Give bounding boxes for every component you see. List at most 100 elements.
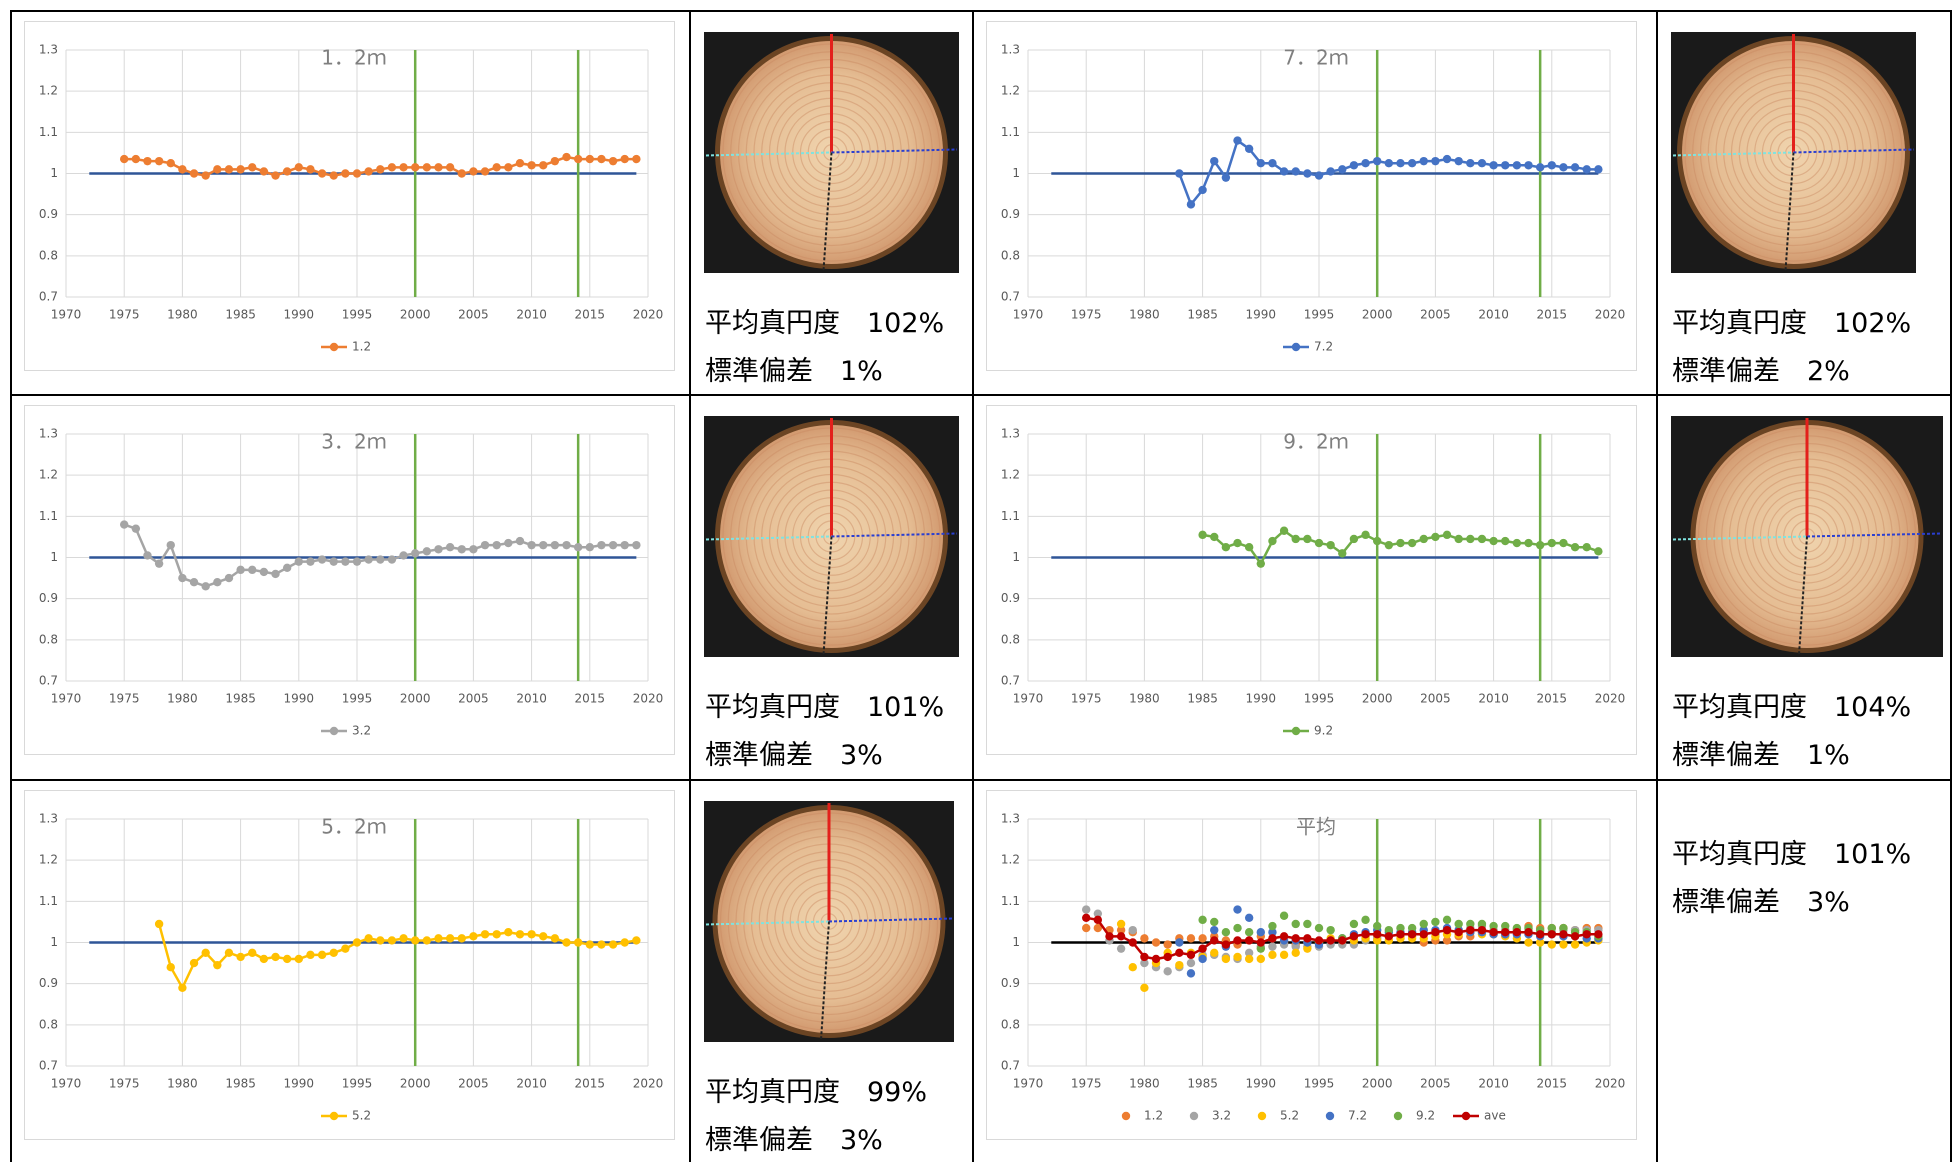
y-tick-label: 0.9 xyxy=(1001,591,1020,605)
data-point xyxy=(574,155,582,163)
y-tick-label: 1 xyxy=(1012,550,1020,564)
x-tick-label: 2005 xyxy=(458,1077,489,1091)
data-point xyxy=(539,161,547,169)
data-point xyxy=(388,555,396,563)
data-point xyxy=(562,541,570,549)
data-point xyxy=(632,936,640,944)
data-point xyxy=(423,936,431,944)
y-tick-label: 1.1 xyxy=(39,894,58,908)
y-tick-label: 1.3 xyxy=(1001,812,1020,826)
data-point xyxy=(504,539,512,547)
data-point xyxy=(1129,926,1137,934)
data-point xyxy=(411,549,419,557)
data-point xyxy=(1233,905,1241,913)
data-point xyxy=(434,163,442,171)
data-point xyxy=(318,555,326,563)
table-cell: 平均真円度 101% 標準偏差 3% xyxy=(1656,779,1951,1162)
y-tick-label: 1.3 xyxy=(1001,427,1020,441)
data-point xyxy=(1187,969,1195,977)
data-point xyxy=(527,541,535,549)
y-tick-label: 0.7 xyxy=(39,674,58,688)
data-point xyxy=(1466,159,1474,167)
data-point xyxy=(1198,955,1206,963)
y-tick-label: 1.3 xyxy=(39,427,58,441)
data-point xyxy=(271,171,279,179)
x-tick-label: 2010 xyxy=(1478,692,1509,706)
data-point xyxy=(1210,157,1218,165)
y-tick-label: 0.8 xyxy=(1001,248,1020,262)
data-point xyxy=(1571,543,1579,551)
data-point xyxy=(1268,922,1276,930)
x-tick-label: 1980 xyxy=(1129,692,1160,706)
data-point xyxy=(1292,920,1300,928)
data-point xyxy=(143,157,151,165)
x-tick-label: 2000 xyxy=(400,692,431,706)
data-point xyxy=(481,930,489,938)
data-point xyxy=(1513,161,1521,169)
data-point xyxy=(1594,165,1602,173)
data-point xyxy=(318,951,326,959)
x-tick-label: 1970 xyxy=(51,1077,82,1091)
x-tick-label: 2010 xyxy=(1478,1077,1509,1091)
x-tick-label: 2010 xyxy=(516,308,547,322)
y-tick-label: 0.9 xyxy=(1001,207,1020,221)
legend-marker xyxy=(1190,1112,1198,1120)
data-point xyxy=(504,163,512,171)
data-point xyxy=(341,557,349,565)
data-point xyxy=(376,936,384,944)
x-tick-label: 2000 xyxy=(1362,692,1393,706)
data-point xyxy=(225,949,233,957)
data-point xyxy=(632,541,640,549)
table-cell: 平均真円度 104% 標準偏差 1% xyxy=(1656,394,1951,779)
data-point xyxy=(1466,535,1474,543)
data-point xyxy=(1431,533,1439,541)
data-point xyxy=(1326,926,1334,934)
roundness-text: 平均真円度 99% xyxy=(705,1079,927,1106)
x-tick-label: 1970 xyxy=(1013,308,1044,322)
x-tick-label: 1970 xyxy=(1013,692,1044,706)
data-point xyxy=(1454,928,1462,936)
data-point xyxy=(1292,535,1300,543)
x-tick-label: 1995 xyxy=(342,308,373,322)
data-point xyxy=(1536,163,1544,171)
x-tick-label: 1975 xyxy=(109,308,140,322)
data-point xyxy=(388,936,396,944)
x-tick-label: 1990 xyxy=(1246,1077,1277,1091)
data-point xyxy=(586,940,594,948)
y-tick-label: 1.1 xyxy=(1001,894,1020,908)
data-point xyxy=(1373,922,1381,930)
data-point xyxy=(621,541,629,549)
x-tick-label: 1970 xyxy=(1013,1077,1044,1091)
data-point xyxy=(1152,938,1160,946)
data-point xyxy=(213,578,221,586)
data-point xyxy=(1163,967,1171,975)
x-tick-label: 2005 xyxy=(1420,1077,1451,1091)
data-point xyxy=(539,932,547,940)
data-point xyxy=(1326,541,1334,549)
chart: 1970197519801985199019952000200520102015… xyxy=(986,790,1637,1140)
data-point xyxy=(1420,535,1428,543)
data-point xyxy=(1454,920,1462,928)
data-point xyxy=(295,955,303,963)
x-tick-label: 1975 xyxy=(1071,1077,1102,1091)
y-tick-label: 0.9 xyxy=(39,976,58,990)
data-point xyxy=(446,543,454,551)
chart-title: 5．2ｍ xyxy=(321,815,386,839)
data-point xyxy=(632,155,640,163)
data-point xyxy=(1443,531,1451,539)
data-point xyxy=(167,963,175,971)
roundness-text: 平均真円度 101% xyxy=(705,694,944,721)
data-point xyxy=(364,167,372,175)
data-point xyxy=(190,169,198,177)
data-point xyxy=(481,167,489,175)
data-point xyxy=(1350,920,1358,928)
data-point xyxy=(1245,955,1253,963)
data-point xyxy=(1431,157,1439,165)
data-point xyxy=(1175,169,1183,177)
data-point xyxy=(1198,531,1206,539)
data-point xyxy=(353,557,361,565)
data-point xyxy=(1454,535,1462,543)
data-point xyxy=(1559,930,1567,938)
legend-label: 7.2 xyxy=(1348,1109,1367,1123)
